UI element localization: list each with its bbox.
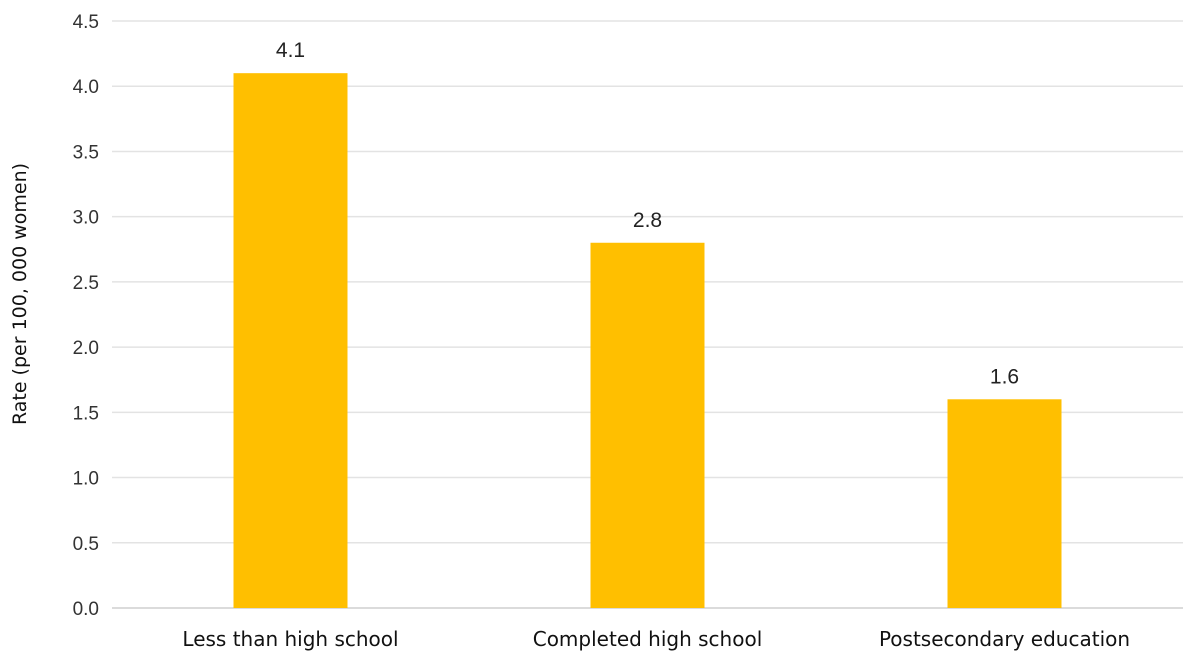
data-labels: 4.1 2.8 1.6 [276, 39, 1019, 388]
bars [233, 73, 1062, 608]
y-axis-ticks: 0.0 0.5 1.0 1.5 2.0 2.5 3.0 3.5 4.0 4.5 [73, 12, 99, 620]
x-category-label: Postsecondary education [879, 627, 1130, 651]
x-axis-categories: Less than high school Completed high scho… [182, 627, 1130, 651]
data-label: 4.1 [276, 39, 305, 62]
y-tick-label: 3.5 [73, 142, 99, 163]
y-tick-label: 2.5 [73, 273, 99, 294]
y-tick-label: 0.5 [73, 534, 99, 555]
bar [233, 73, 348, 608]
bar [590, 242, 705, 608]
y-tick-label: 2.0 [73, 338, 99, 359]
data-label: 1.6 [990, 365, 1019, 388]
x-category-label: Less than high school [182, 627, 398, 651]
x-category-label: Completed high school [533, 627, 763, 651]
y-axis-title: Rate (per 100, 000 women) [9, 163, 31, 425]
y-tick-label: 4.5 [73, 12, 99, 33]
y-tick-label: 1.5 [73, 403, 99, 424]
data-label: 2.8 [633, 209, 662, 232]
bar [947, 399, 1062, 608]
y-tick-label: 3.0 [73, 208, 99, 229]
y-tick-label: 1.0 [73, 469, 99, 490]
y-tick-label: 0.0 [73, 599, 99, 620]
y-tick-label: 4.0 [73, 77, 99, 98]
